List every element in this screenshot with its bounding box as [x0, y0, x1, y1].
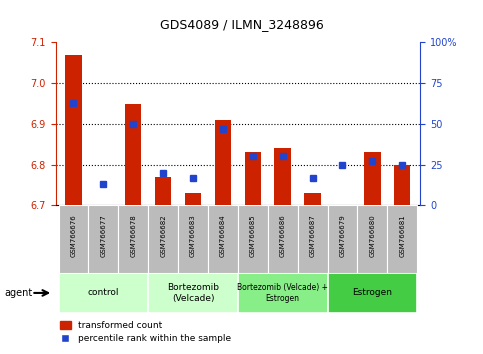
Bar: [357, 205, 387, 273]
Bar: [268, 205, 298, 273]
Bar: [65, 55, 82, 205]
Bar: [274, 148, 291, 205]
Text: GSM766687: GSM766687: [310, 214, 315, 257]
Bar: [304, 193, 321, 205]
Bar: [125, 104, 142, 205]
Bar: [178, 205, 208, 273]
Bar: [238, 273, 327, 313]
Text: Bortezomib
(Velcade): Bortezomib (Velcade): [167, 283, 219, 303]
Bar: [364, 153, 381, 205]
Bar: [238, 205, 268, 273]
Text: GSM766680: GSM766680: [369, 214, 375, 257]
Text: GSM766685: GSM766685: [250, 214, 256, 257]
Bar: [208, 205, 238, 273]
Bar: [148, 273, 238, 313]
Bar: [394, 165, 411, 205]
Text: GSM766677: GSM766677: [100, 214, 106, 257]
Text: agent: agent: [5, 288, 33, 298]
Text: GSM766683: GSM766683: [190, 214, 196, 257]
Bar: [58, 273, 148, 313]
Bar: [244, 153, 261, 205]
Bar: [58, 205, 88, 273]
Bar: [155, 177, 171, 205]
Text: GSM766682: GSM766682: [160, 214, 166, 257]
Text: control: control: [87, 289, 119, 297]
Text: Bortezomib (Velcade) +
Estrogen: Bortezomib (Velcade) + Estrogen: [237, 283, 328, 303]
Bar: [118, 205, 148, 273]
Text: GDS4089 / ILMN_3248896: GDS4089 / ILMN_3248896: [159, 18, 324, 31]
Text: GSM766684: GSM766684: [220, 214, 226, 257]
Text: GSM766681: GSM766681: [399, 214, 405, 257]
Text: Estrogen: Estrogen: [353, 289, 392, 297]
Text: GSM766676: GSM766676: [71, 214, 76, 257]
Text: GSM766686: GSM766686: [280, 214, 286, 257]
Bar: [88, 205, 118, 273]
Text: GSM766678: GSM766678: [130, 214, 136, 257]
Bar: [148, 205, 178, 273]
Bar: [185, 193, 201, 205]
Text: GSM766679: GSM766679: [340, 214, 345, 257]
Bar: [327, 205, 357, 273]
Bar: [387, 205, 417, 273]
Legend: transformed count, percentile rank within the sample: transformed count, percentile rank withi…: [60, 321, 231, 343]
Bar: [215, 120, 231, 205]
Bar: [298, 205, 327, 273]
Bar: [327, 273, 417, 313]
